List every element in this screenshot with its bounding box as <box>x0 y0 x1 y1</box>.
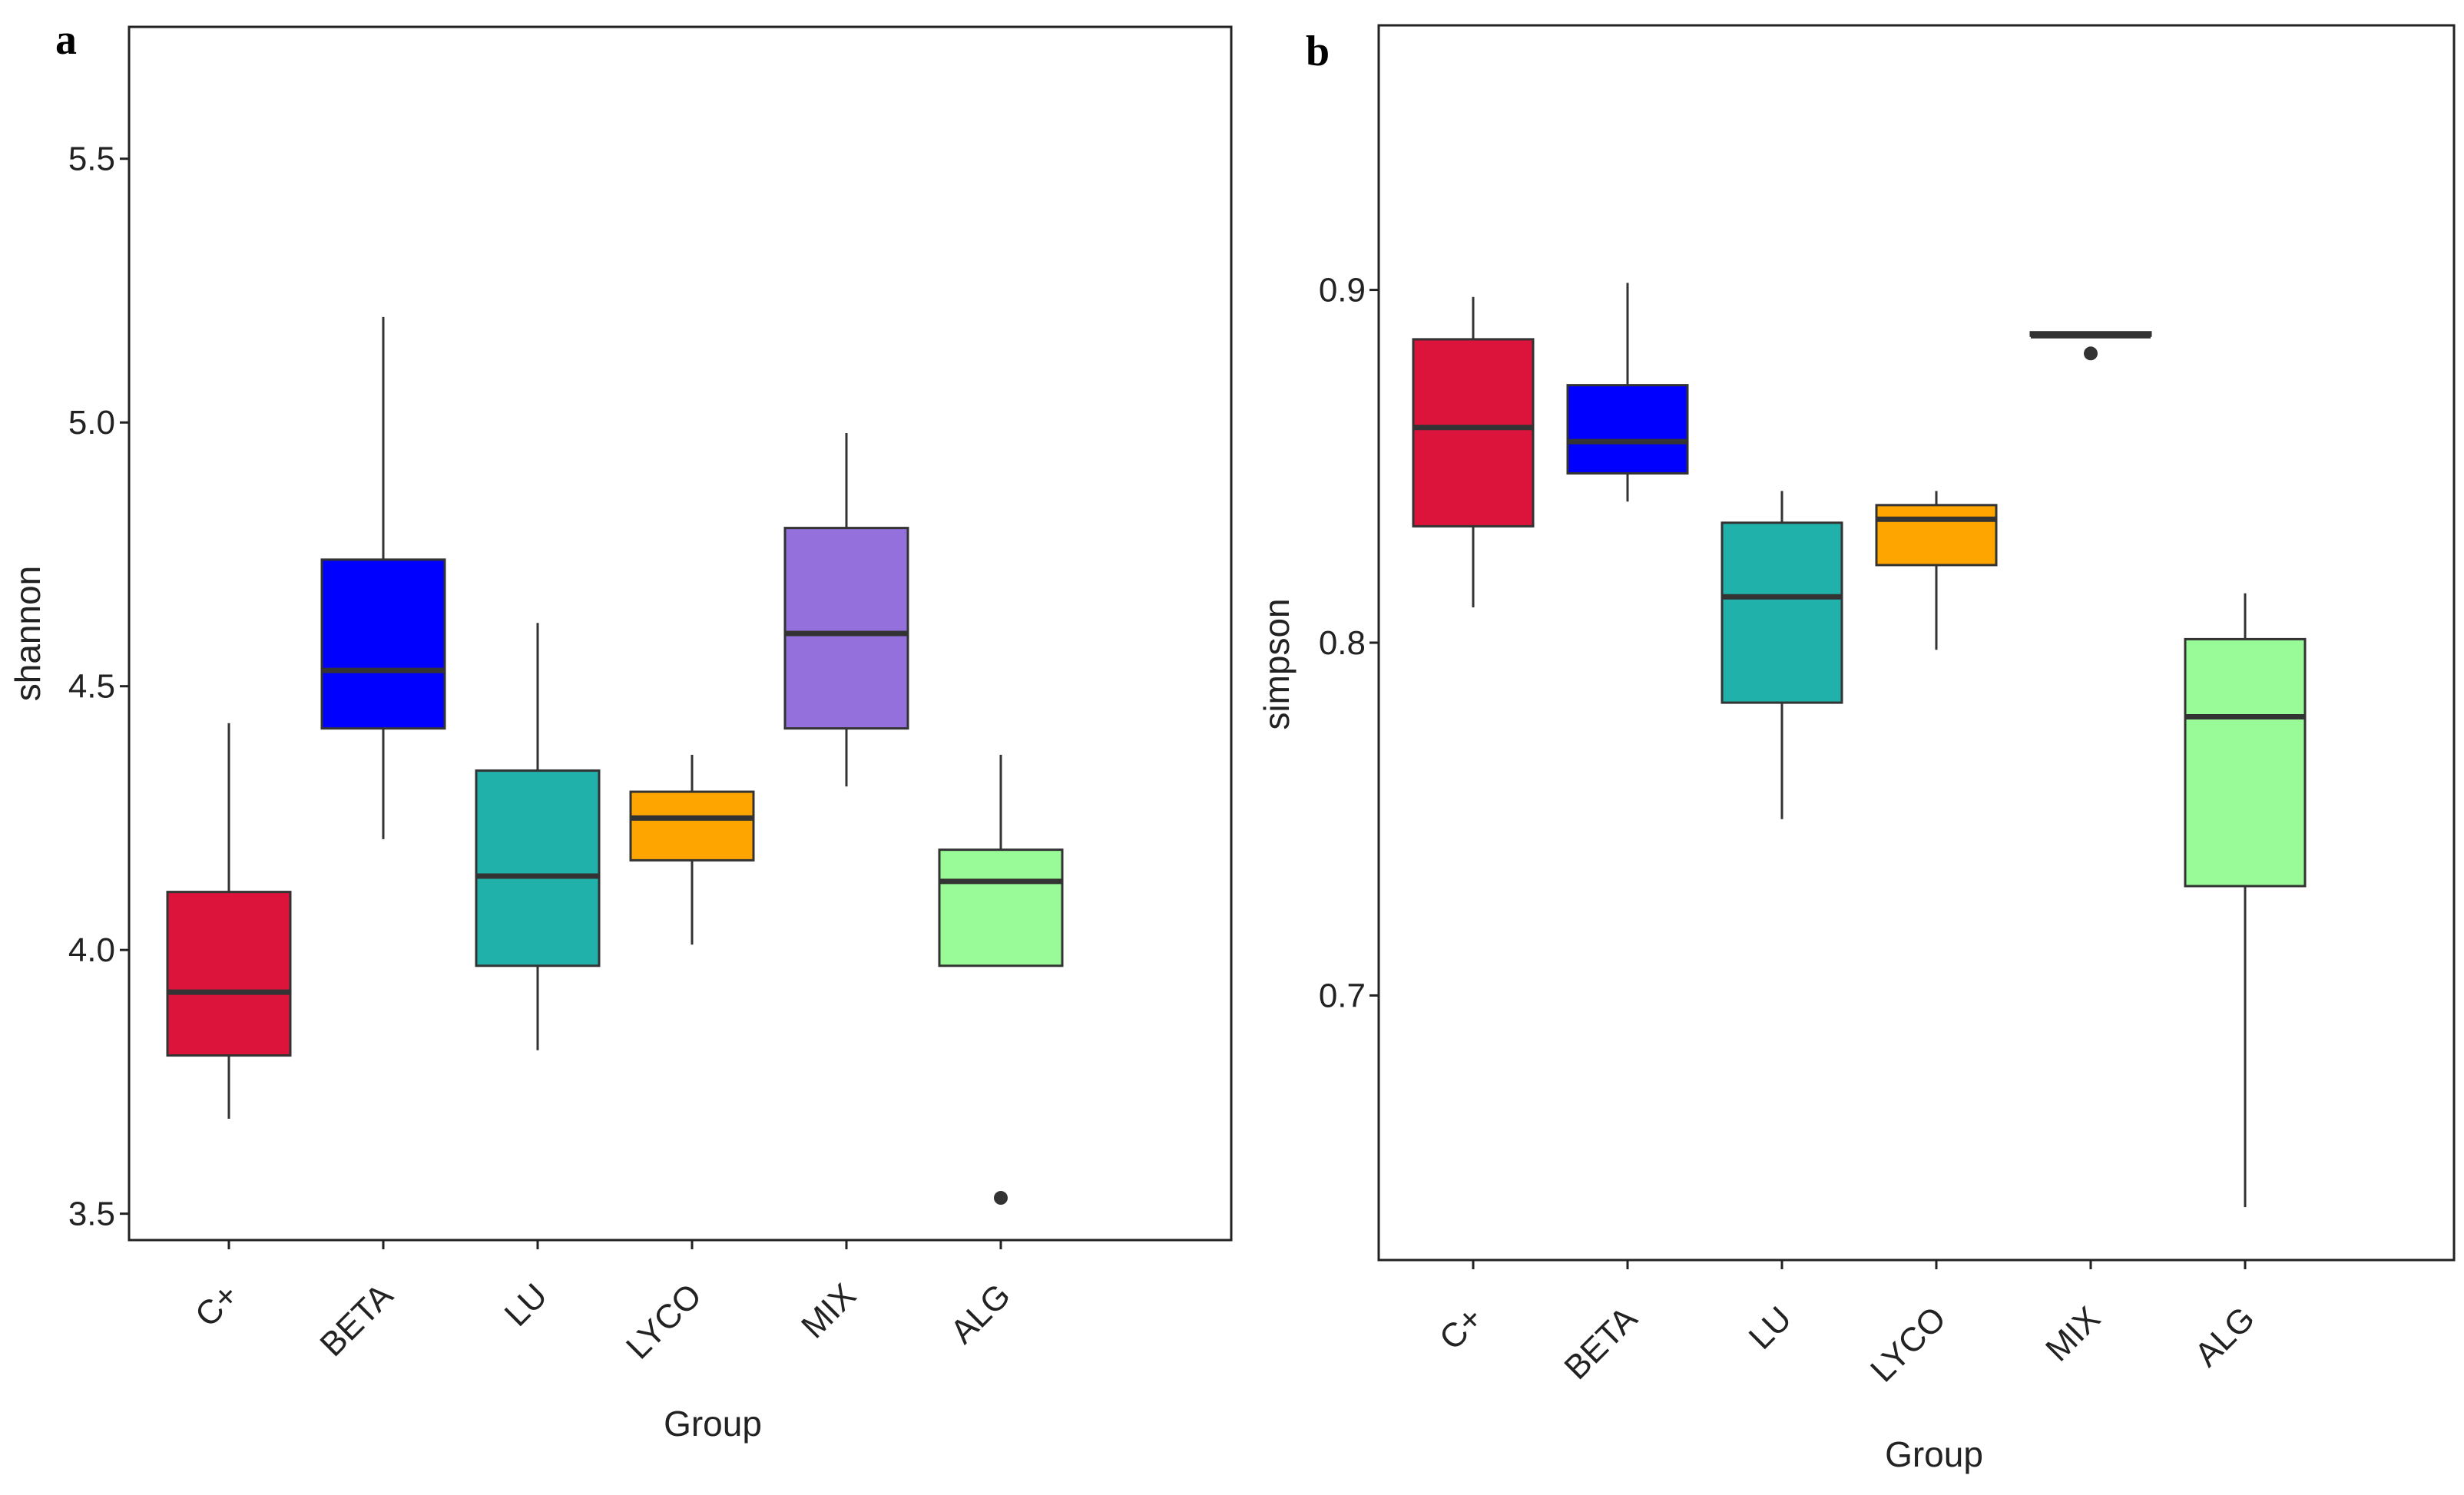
box-iqr <box>783 527 909 730</box>
box-iqr <box>1720 521 1843 704</box>
box-mix <box>783 432 909 787</box>
box-iqr <box>1566 384 1689 475</box>
panel-a-y-axis: 3.5 4.0 4.5 5.0 5.5 <box>68 141 129 1233</box>
box-iqr <box>320 558 446 730</box>
y-tick-label: 0.7 <box>1319 977 1366 1014</box>
box-lu <box>1720 491 1843 819</box>
x-tick-label: LYCO <box>1863 1299 1953 1389</box>
box-beta <box>1566 283 1689 502</box>
panel-b-simpson: b 0.7 0.8 0.9 C+ BETA LU LYCO MIX ALG Group sim… <box>1257 24 2456 1474</box>
x-tick-label: LU <box>1742 1299 1799 1356</box>
panel-a-boxes <box>166 316 1064 1206</box>
panel-b-boxes <box>1412 283 2307 1208</box>
panel-a-x-title: Group <box>664 1404 762 1444</box>
panel-b-y-axis: 0.7 0.8 0.9 <box>1319 272 1379 1014</box>
box-iqr <box>1875 504 1998 567</box>
y-tick-label: 5.5 <box>68 141 115 178</box>
y-tick-label: 4.5 <box>68 668 115 706</box>
panel-b-y-title: simpson <box>1257 598 1297 729</box>
y-tick-label: 0.9 <box>1319 272 1366 309</box>
panel-a-x-axis: C+ BETA LU LYCO MIX ALG <box>188 1240 1018 1366</box>
x-tick-label: LYCO <box>619 1276 709 1366</box>
box-iqr <box>629 790 755 862</box>
panel-b-letter: b <box>1306 28 1330 75</box>
panel-b-x-axis: C+ BETA LU LYCO MIX ALG <box>1432 1260 2262 1389</box>
x-tick-label: ALG <box>2187 1299 2262 1374</box>
box-lyco <box>1875 491 1998 650</box>
box-lu <box>475 623 601 1050</box>
box-lyco <box>629 755 755 945</box>
x-tick-label: C+ <box>188 1276 246 1334</box>
panel-a-plot-border <box>128 25 1233 1242</box>
box-beta <box>320 316 446 839</box>
panel-b-x-title: Group <box>1885 1434 1983 1474</box>
panel-a-shannon: a 3.5 4.0 4.5 5.0 5.5 C+ BETA LU LYCO MIX ALG Gro… <box>8 16 1233 1444</box>
box-iqr <box>1412 338 1535 528</box>
box-iqr <box>938 848 1064 967</box>
box-alg <box>2184 593 2307 1208</box>
x-tick-label: BETA <box>1557 1299 1644 1387</box>
x-tick-label: ALG <box>943 1276 1018 1351</box>
box-iqr <box>475 769 601 967</box>
box-alg <box>938 755 1064 1206</box>
box-iqr <box>2184 637 2307 888</box>
outlier-point <box>994 1191 1008 1206</box>
outlier-point <box>2084 346 2098 361</box>
y-tick-label: 4.0 <box>68 931 115 969</box>
box-mix <box>2029 331 2152 361</box>
y-tick-label: 3.5 <box>68 1196 115 1233</box>
box-cplus <box>166 723 292 1119</box>
x-tick-label: LU <box>498 1276 555 1333</box>
panel-a-letter: a <box>55 16 77 64</box>
y-tick-label: 0.8 <box>1319 624 1366 662</box>
box-iqr <box>166 891 292 1057</box>
panel-a-y-title: shannon <box>8 566 48 702</box>
x-tick-label: MIX <box>794 1276 863 1345</box>
x-tick-label: BETA <box>313 1276 400 1364</box>
x-tick-label: C+ <box>1432 1299 1490 1357</box>
x-tick-label: MIX <box>2038 1299 2108 1368</box>
box-cplus <box>1412 296 1535 608</box>
y-tick-label: 5.0 <box>68 404 115 442</box>
